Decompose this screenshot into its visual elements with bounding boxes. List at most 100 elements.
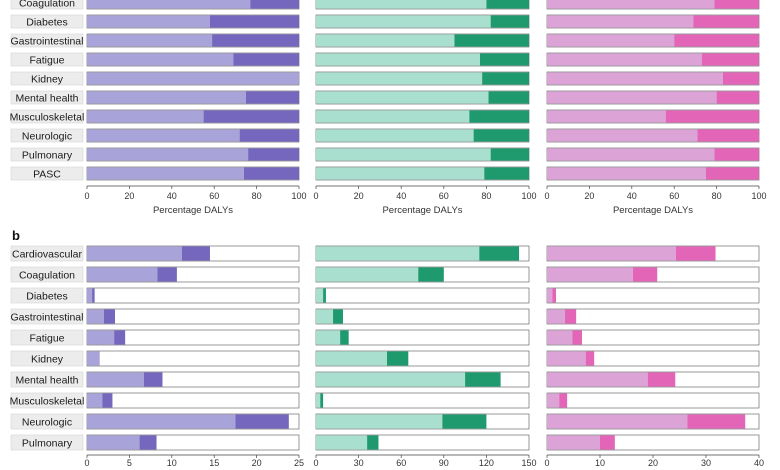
bar-diabetes-segment-1 xyxy=(547,15,694,28)
bar-gastrointestinal-segment-2 xyxy=(333,309,343,324)
bar-pasc-segment-1 xyxy=(547,167,706,180)
x-axis-label: Percentage DALYs xyxy=(613,205,693,216)
category-label-box xyxy=(10,52,84,67)
bar-kidney-segment-1 xyxy=(87,351,100,366)
category-label-pulmonary: Pulmonary xyxy=(22,437,73,449)
bar-coagulation-segment-2 xyxy=(418,267,444,282)
bar-neurologic-segment-2 xyxy=(697,129,759,142)
bar-coagulation-segment-2 xyxy=(250,0,299,9)
category-label-diabetes: Diabetes xyxy=(26,290,67,302)
x-tick-label: 80 xyxy=(252,191,262,201)
x-tick-label: 20 xyxy=(584,191,594,201)
category-label-box xyxy=(10,392,84,409)
bar-fatigue-segment-1 xyxy=(87,330,115,345)
category-label-box xyxy=(10,329,84,346)
bar-frame xyxy=(86,392,300,409)
bar-frame xyxy=(546,392,760,409)
bar-neurologic-segment-1 xyxy=(316,129,474,142)
bar-fatigue-segment-2 xyxy=(340,330,349,345)
x-tick-label: 60 xyxy=(439,191,449,201)
bar-neurologic-segment-2 xyxy=(473,129,529,142)
bar-kidney-segment-2 xyxy=(387,351,409,366)
category-label-mental-health: Mental health xyxy=(15,374,78,386)
x-tick-label: 100 xyxy=(291,191,306,201)
category-label-gastrointestinal: Gastrointestinal xyxy=(11,35,84,47)
bar-neurologic-segment-2 xyxy=(235,414,289,429)
category-label-fatigue: Fatigue xyxy=(29,54,64,66)
category-label-box xyxy=(10,128,84,143)
bar-cardiovascular-segment-1 xyxy=(316,246,480,261)
bar-diabetes-segment-1 xyxy=(87,288,93,303)
bar-pulmonary-segment-2 xyxy=(490,148,529,161)
bar-fatigue-segment-1 xyxy=(316,330,341,345)
bar-pulmonary-segment-1 xyxy=(316,435,368,450)
category-label-box xyxy=(10,14,84,29)
category-label-box xyxy=(10,350,84,367)
category-label-kidney: Kidney xyxy=(31,73,64,85)
x-tick-label: 40 xyxy=(167,191,177,201)
bar-frame xyxy=(315,308,530,325)
bar-musculoskeletal-segment-2 xyxy=(469,110,529,123)
bar-coagulation-segment-2 xyxy=(486,0,529,9)
bar-gastrointestinal-segment-1 xyxy=(316,34,455,47)
bar-gastrointestinal-segment-2 xyxy=(674,34,759,47)
x-tick-label: 0 xyxy=(313,458,318,468)
bar-coagulation-segment-1 xyxy=(547,0,715,9)
bar-coagulation-segment-2 xyxy=(714,0,759,9)
bar-mental-health-segment-2 xyxy=(647,372,676,387)
x-tick-label: 25 xyxy=(294,458,304,468)
category-label-box xyxy=(10,371,84,388)
category-label-box xyxy=(10,434,84,451)
bar-diabetes-segment-1 xyxy=(87,15,210,28)
category-label-neurologic: Neurologic xyxy=(22,130,72,142)
category-label-kidney: Kidney xyxy=(31,353,64,365)
bar-diabetes-segment-1 xyxy=(547,288,553,303)
bar-cardiovascular-segment-2 xyxy=(479,246,520,261)
x-tick-label: 5 xyxy=(127,458,132,468)
category-label-pasc: PASC xyxy=(33,168,61,180)
x-tick-label: 20 xyxy=(124,191,134,201)
bar-gastrointestinal-segment-2 xyxy=(565,309,577,324)
category-label-box xyxy=(10,109,84,124)
bar-frame xyxy=(86,287,300,304)
x-tick-label: 120 xyxy=(479,458,494,468)
bar-cardiovascular-segment-2 xyxy=(675,246,716,261)
bar-diabetes-segment-2 xyxy=(693,15,759,28)
bar-kidney-segment-2 xyxy=(482,72,529,85)
bar-musculoskeletal-segment-1 xyxy=(87,110,204,123)
bar-diabetes-segment-1 xyxy=(316,288,324,303)
bar-mental-health-segment-2 xyxy=(246,91,299,104)
category-label-cardiovascular: Cardiovascular xyxy=(12,248,83,260)
chart-panel-b-col-2: 0 30 60 90 120 150 xyxy=(313,245,537,468)
x-tick-label: 30 xyxy=(354,458,364,468)
bar-pulmonary-segment-1 xyxy=(87,435,140,450)
bar-musculoskeletal-segment-2 xyxy=(320,393,324,408)
x-tick-label: 15 xyxy=(209,458,219,468)
panel-a-category-labels: Coagulation Diabetes Gastrointestinal Fatig… xyxy=(10,0,85,180)
bar-coagulation-segment-1 xyxy=(316,0,487,9)
x-tick-label: 0 xyxy=(84,191,89,201)
bar-gastrointestinal-segment-2 xyxy=(454,34,529,47)
bar-pulmonary-segment-1 xyxy=(547,148,715,161)
bar-coagulation-segment-1 xyxy=(547,267,633,282)
bar-mental-health-segment-2 xyxy=(143,372,163,387)
bar-neurologic-segment-2 xyxy=(239,129,299,142)
bar-frame xyxy=(315,287,530,304)
bar-fatigue-segment-2 xyxy=(233,53,299,66)
category-label-musculoskeletal: Musculoskeletal xyxy=(10,111,85,123)
bar-pulmonary-segment-1 xyxy=(316,148,491,161)
x-tick-label: 0 xyxy=(544,458,549,468)
bar-kidney-segment-2 xyxy=(722,72,759,85)
bar-gastrointestinal-segment-1 xyxy=(547,309,566,324)
bar-gastrointestinal-segment-1 xyxy=(87,34,213,47)
bar-mental-health-segment-2 xyxy=(716,91,759,104)
bar-musculoskeletal-segment-2 xyxy=(203,110,299,123)
bar-musculoskeletal-segment-2 xyxy=(102,393,113,408)
bar-pulmonary-segment-1 xyxy=(547,435,600,450)
bar-fatigue-segment-2 xyxy=(480,53,529,66)
bar-coagulation-segment-1 xyxy=(316,267,419,282)
bar-mental-health-segment-1 xyxy=(87,91,246,104)
bar-pasc-segment-1 xyxy=(87,167,244,180)
bar-frame xyxy=(546,308,760,325)
